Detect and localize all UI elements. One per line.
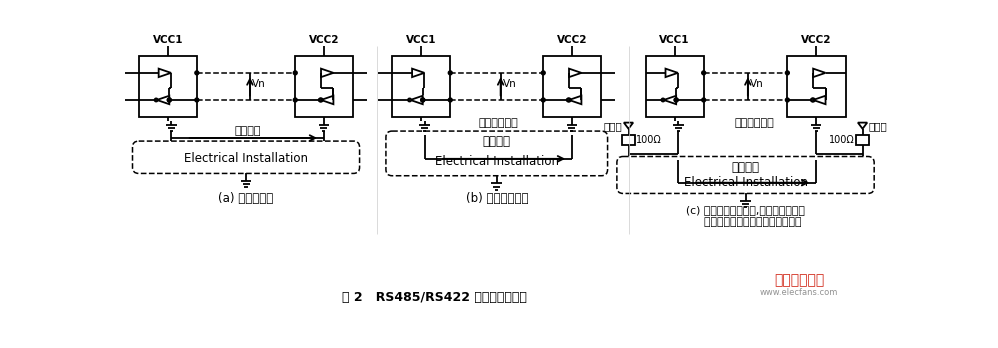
Text: 信号地: 信号地 [604, 121, 623, 131]
Polygon shape [569, 69, 582, 77]
Circle shape [168, 98, 172, 102]
Circle shape [662, 98, 665, 102]
Text: VCC2: VCC2 [309, 35, 339, 45]
Text: VCC1: VCC1 [153, 35, 183, 45]
Polygon shape [321, 96, 333, 104]
Bar [856, 135, 868, 145]
Circle shape [785, 98, 789, 102]
Circle shape [318, 98, 321, 102]
Polygon shape [624, 122, 633, 129]
Circle shape [293, 71, 297, 75]
Circle shape [785, 71, 789, 75]
Circle shape [421, 98, 425, 102]
Circle shape [567, 98, 570, 102]
Text: 低地回路电流: 低地回路电流 [735, 118, 774, 128]
Circle shape [448, 71, 452, 75]
Text: VCC2: VCC2 [557, 35, 588, 45]
Text: VCC1: VCC1 [406, 35, 436, 45]
Text: 接地回路: 接地回路 [483, 135, 511, 148]
Circle shape [319, 98, 323, 102]
Text: VCC2: VCC2 [801, 35, 831, 45]
Circle shape [408, 98, 411, 102]
Text: VCC1: VCC1 [660, 35, 690, 45]
Text: Electrical Installation: Electrical Installation [684, 176, 807, 189]
Text: (c) 虽然减小回路电流,然而大地回路的: (c) 虽然减小回路电流,然而大地回路的 [686, 205, 805, 215]
Polygon shape [569, 96, 582, 104]
FancyBboxPatch shape [386, 131, 608, 176]
Circle shape [293, 98, 297, 102]
Polygon shape [410, 96, 423, 104]
Text: Vn: Vn [503, 79, 517, 89]
Text: 存在使电路对噪声灵敏度非常敏感: 存在使电路对噪声灵敏度非常敏感 [690, 217, 801, 227]
Text: (b) 高地回路电流: (b) 高地回路电流 [465, 192, 528, 205]
Polygon shape [813, 96, 825, 104]
Text: (a) 高地电位差: (a) 高地电位差 [219, 191, 273, 205]
Bar [295, 56, 353, 117]
FancyBboxPatch shape [617, 157, 874, 193]
Bar [646, 56, 704, 117]
Circle shape [421, 98, 425, 102]
Circle shape [675, 98, 678, 102]
Text: 100Ω: 100Ω [637, 135, 662, 145]
Text: Vn: Vn [252, 79, 266, 89]
Polygon shape [412, 69, 424, 77]
Bar [139, 56, 197, 117]
Circle shape [155, 98, 158, 102]
Circle shape [168, 98, 172, 102]
Polygon shape [664, 96, 677, 104]
Polygon shape [159, 69, 171, 77]
Circle shape [195, 71, 199, 75]
Text: 100Ω: 100Ω [829, 135, 855, 145]
Text: 图 2   RS485/RS422 通信的一般设计: 图 2 RS485/RS422 通信的一般设计 [342, 291, 527, 303]
Text: 信号地: 信号地 [868, 121, 887, 131]
Circle shape [702, 71, 706, 75]
Circle shape [541, 98, 545, 102]
Bar [392, 56, 450, 117]
Circle shape [541, 71, 545, 75]
FancyBboxPatch shape [133, 141, 359, 173]
Polygon shape [321, 69, 333, 77]
Circle shape [567, 98, 571, 102]
Circle shape [810, 98, 814, 102]
Text: Vn: Vn [750, 79, 763, 89]
Text: 电子工程师网: 电子工程师网 [773, 274, 824, 287]
Text: Electrical Installation: Electrical Installation [184, 152, 308, 165]
Text: Electrical Installation: Electrical Installation [435, 155, 559, 168]
Text: 地电位差: 地电位差 [235, 126, 260, 136]
Bar [787, 56, 845, 117]
Polygon shape [813, 69, 825, 77]
Circle shape [702, 98, 706, 102]
Bar [543, 56, 602, 117]
Text: www.elecfans.com: www.elecfans.com [759, 287, 838, 296]
Circle shape [448, 98, 452, 102]
Polygon shape [157, 96, 170, 104]
Circle shape [675, 98, 678, 102]
Text: 高地回路电流: 高地回路电流 [478, 118, 518, 128]
Polygon shape [666, 69, 678, 77]
Text: 接地回路: 接地回路 [732, 161, 759, 174]
Circle shape [811, 98, 815, 102]
Bar [623, 135, 635, 145]
Polygon shape [858, 122, 867, 129]
Circle shape [195, 98, 199, 102]
